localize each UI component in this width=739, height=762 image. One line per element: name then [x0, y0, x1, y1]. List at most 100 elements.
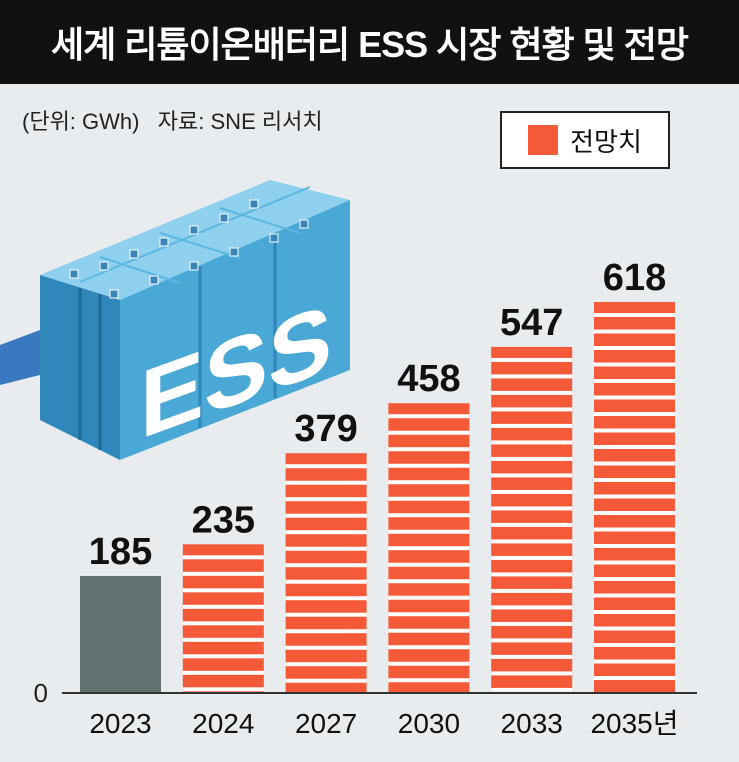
- value-label: 458: [397, 358, 460, 400]
- category-label: 2024: [192, 708, 254, 739]
- bar-stripe: [491, 638, 573, 643]
- bar-stripe: [182, 687, 264, 692]
- value-label: 618: [603, 257, 666, 299]
- value-label: 185: [89, 531, 152, 573]
- bar-stripe: [388, 579, 470, 584]
- bar-stripe: [594, 643, 675, 647]
- bar-stripe: [285, 579, 367, 584]
- bar-stripe: [285, 513, 367, 518]
- bar-stripe: [594, 313, 675, 317]
- bar-stripe: [388, 529, 470, 534]
- bar-stripe: [388, 414, 470, 419]
- bar-stripe: [594, 478, 675, 482]
- bar-stripe: [285, 464, 367, 469]
- bar-stripe: [594, 428, 675, 433]
- bar-stripe: [594, 527, 675, 532]
- bar-stripe: [388, 595, 470, 600]
- bar-stripe: [388, 480, 470, 485]
- bar-stripe: [594, 346, 675, 350]
- category-label: 2023: [89, 708, 151, 739]
- bar-stripe: [594, 577, 675, 581]
- bar-stripe: [594, 676, 675, 680]
- bar-stripe: [594, 659, 675, 664]
- bar-stripe: [491, 390, 573, 395]
- category-label: 2035년: [590, 708, 678, 739]
- bar-stripe: [388, 661, 470, 666]
- bar-stripe: [594, 362, 675, 367]
- bar-stripe: [491, 473, 573, 478]
- bar-4: [491, 346, 573, 693]
- bar-stripe: [491, 489, 573, 494]
- bar-stripe: [491, 440, 573, 445]
- bar-stripe: [182, 588, 264, 593]
- bar-stripe: [594, 379, 675, 383]
- bar-stripe: [491, 555, 573, 560]
- bar-stripe: [594, 511, 675, 515]
- bar-0: [80, 575, 161, 693]
- bar-stripe: [491, 621, 573, 626]
- bar-stripe: [285, 563, 367, 568]
- bar-stripe: [285, 645, 367, 650]
- bar-stripe: [491, 522, 573, 527]
- bar-stripe: [594, 593, 675, 598]
- value-label: 235: [192, 499, 255, 541]
- bar-stripe: [388, 430, 470, 435]
- bar-stripe: [491, 687, 573, 692]
- bar-stripe: [285, 480, 367, 485]
- bar-1: [182, 544, 264, 693]
- bar-stripe: [388, 513, 470, 518]
- bar-stripe: [491, 374, 573, 379]
- bar-stripe: [182, 604, 264, 609]
- legend-label: 전망치: [570, 126, 642, 157]
- bar-stripe: [594, 494, 675, 499]
- source-note: (단위: GWh) 자료: SNE 리서치: [22, 109, 323, 134]
- value-label: 379: [294, 408, 357, 450]
- category-label: 2030: [398, 708, 460, 739]
- bar-stripe: [491, 671, 573, 676]
- bar-stripe: [285, 596, 367, 601]
- bar-stripe: [594, 445, 675, 449]
- bar-stripe: [182, 654, 264, 659]
- bar-stripe: [388, 645, 470, 650]
- bar-stripe: [491, 588, 573, 593]
- category-label: 2033: [501, 708, 563, 739]
- bar-stripe: [285, 497, 367, 502]
- bar-stripe: [182, 621, 264, 626]
- bar-stripe: [491, 423, 573, 428]
- bar-stripe: [285, 629, 367, 634]
- bar-stripe: [594, 626, 675, 631]
- bar-stripe: [594, 461, 675, 466]
- category-label: 2027: [295, 708, 357, 739]
- bar-stripe: [491, 357, 573, 362]
- legend-swatch: [528, 125, 559, 155]
- bar-stripe: [491, 506, 573, 511]
- bar-stripe: [594, 610, 675, 614]
- bar-stripe: [182, 555, 264, 560]
- bar-stripe: [388, 678, 470, 683]
- bar-stripe: [285, 662, 367, 667]
- bar-stripe: [182, 637, 264, 642]
- bar-stripe: [182, 571, 264, 576]
- bar-stripe: [388, 546, 470, 551]
- bar-stripe: [594, 329, 675, 334]
- bar-stripe: [388, 447, 470, 452]
- bar-stripe: [285, 678, 367, 683]
- chart-title: 세계 리튬이온배터리 ESS 시장 현황 및 전망: [0, 0, 739, 84]
- bar-stripe: [285, 546, 367, 551]
- bar-stripe: [491, 407, 573, 412]
- bar-stripe: [388, 612, 470, 617]
- bar-stripe: [491, 654, 573, 659]
- bar-stripe: [594, 395, 675, 400]
- bar-stripe: [388, 463, 470, 468]
- bar-stripe: [285, 612, 367, 617]
- bar-stripe: [388, 496, 470, 501]
- bar-stripe: [388, 562, 470, 567]
- y-zero-label: 0: [34, 678, 48, 708]
- bar-stripe: [594, 560, 675, 565]
- bar-stripe: [594, 544, 675, 548]
- bar-stripe: [491, 539, 573, 544]
- bar-2: [285, 453, 367, 693]
- bar-stripe: [285, 530, 367, 535]
- legend: 전망치: [500, 111, 670, 169]
